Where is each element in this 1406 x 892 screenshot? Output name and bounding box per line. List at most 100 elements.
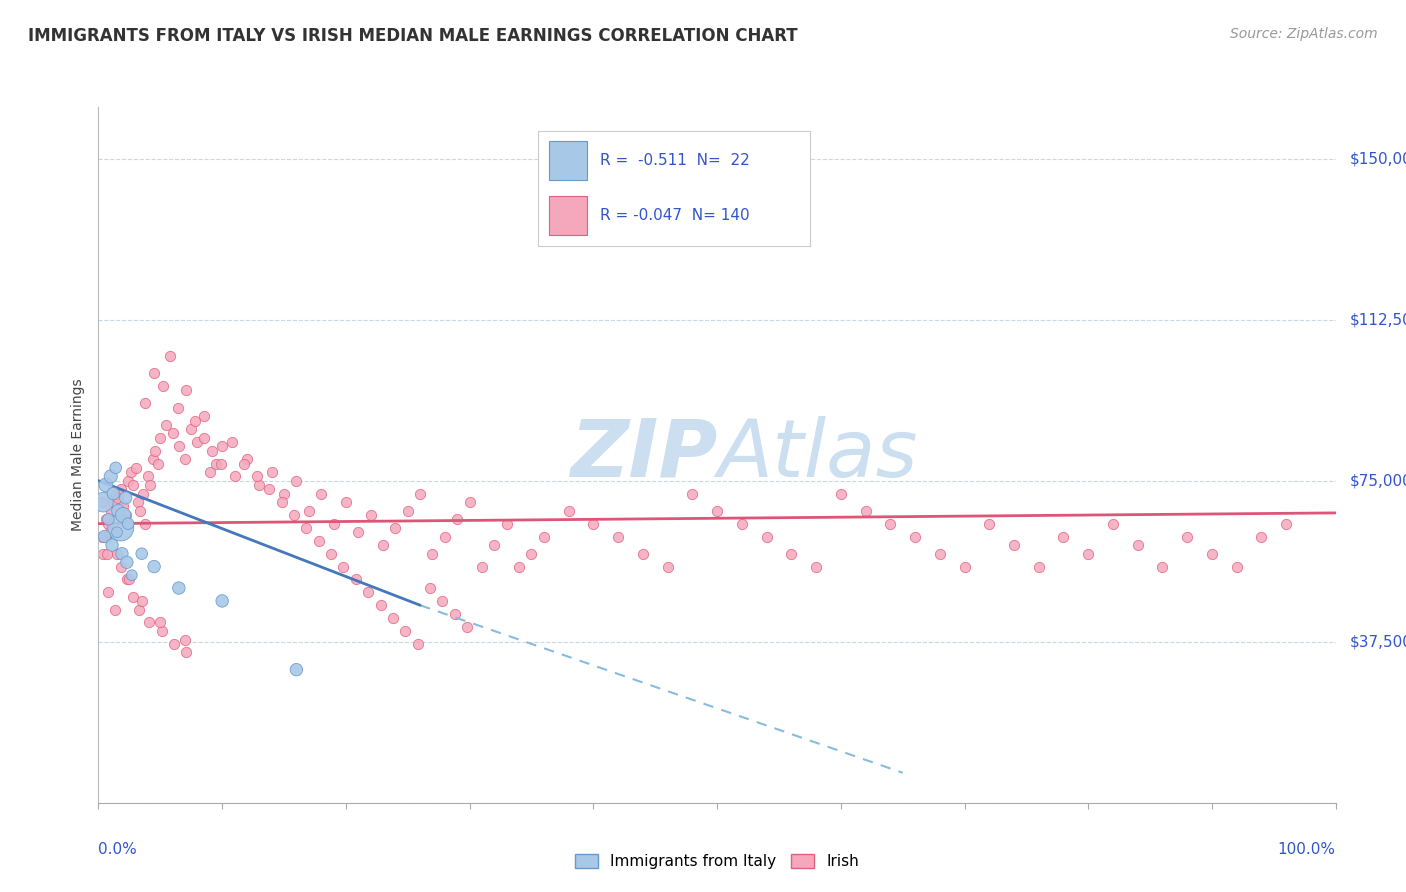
Point [149, 615, 172, 630]
Point [131, 594, 153, 608]
Point [979, 516, 1001, 531]
Point [371, 538, 394, 552]
Text: IMMIGRANTS FROM ITALY VS IRISH MEDIAN MALE EARNINGS CORRELATION CHART: IMMIGRANTS FROM ITALY VS IRISH MEDIAN MA… [28, 27, 797, 45]
Point [100, 469, 122, 483]
Point [174, 632, 197, 647]
Point [520, 547, 543, 561]
Point [93, 529, 115, 543]
Point [122, 478, 145, 492]
Point [134, 396, 156, 410]
Point [1102, 516, 1125, 531]
Point [406, 637, 429, 651]
Point [1126, 538, 1149, 552]
Legend: Immigrants from Italy, Irish: Immigrants from Italy, Irish [569, 848, 865, 875]
Point [443, 607, 465, 621]
Point [205, 457, 228, 471]
Text: Source: ZipAtlas.com: Source: ZipAtlas.com [1230, 27, 1378, 41]
Point [344, 573, 367, 587]
Point [117, 474, 139, 488]
Point [138, 615, 160, 630]
Point [124, 460, 146, 475]
Point [681, 486, 703, 500]
Point [953, 559, 976, 574]
Point [94, 478, 117, 492]
Y-axis label: Median Male Earnings: Median Male Earnings [72, 378, 86, 532]
Point [166, 401, 188, 415]
Point [1226, 559, 1249, 574]
Point [1275, 516, 1298, 531]
Point [115, 555, 138, 569]
Point [132, 486, 155, 500]
Point [93, 547, 115, 561]
Point [91, 529, 114, 543]
Point [347, 525, 370, 540]
Point [110, 559, 132, 574]
Point [257, 483, 280, 497]
Point [1028, 559, 1050, 574]
Point [1077, 547, 1099, 561]
Point [96, 547, 118, 561]
Point [162, 426, 184, 441]
Point [1002, 538, 1025, 552]
Point [246, 469, 269, 483]
Point [146, 457, 169, 471]
Point [1250, 529, 1272, 543]
Point [319, 547, 342, 561]
Point [236, 452, 259, 467]
Point [422, 547, 444, 561]
Point [142, 452, 165, 467]
Point [110, 483, 132, 497]
Point [308, 533, 330, 548]
Point [283, 508, 305, 522]
Point [104, 486, 127, 500]
Point [121, 568, 143, 582]
Point [134, 516, 156, 531]
Point [101, 538, 124, 552]
Point [163, 637, 186, 651]
Point [394, 624, 416, 638]
Text: 100.0%: 100.0% [1278, 842, 1336, 856]
Text: $37,500: $37,500 [1350, 634, 1406, 649]
Point [309, 486, 332, 500]
Point [432, 594, 454, 608]
Point [112, 500, 135, 514]
Text: $75,000: $75,000 [1350, 473, 1406, 488]
Point [149, 431, 172, 445]
Point [273, 486, 295, 500]
Point [396, 504, 419, 518]
Point [111, 547, 134, 561]
Point [110, 521, 132, 535]
Point [143, 559, 166, 574]
Point [780, 547, 803, 561]
Point [607, 529, 630, 543]
Point [557, 504, 579, 518]
Point [1201, 547, 1223, 561]
Text: $112,500: $112,500 [1350, 312, 1406, 327]
Point [928, 547, 950, 561]
Point [114, 491, 136, 505]
Point [97, 512, 120, 526]
Point [433, 529, 456, 543]
Point [94, 529, 117, 543]
Point [260, 465, 283, 479]
Point [1052, 529, 1074, 543]
Point [332, 559, 354, 574]
Point [104, 460, 127, 475]
Point [193, 431, 215, 445]
Point [118, 573, 141, 587]
Point [150, 624, 173, 638]
Point [233, 457, 256, 471]
Point [706, 504, 728, 518]
Point [381, 611, 404, 625]
Point [97, 516, 120, 531]
Point [193, 409, 215, 424]
Point [167, 581, 190, 595]
Point [174, 645, 197, 659]
Point [98, 525, 121, 540]
Point [409, 486, 432, 500]
Point [270, 495, 292, 509]
Point [143, 367, 166, 381]
Point [495, 516, 517, 531]
Point [105, 547, 128, 561]
Point [129, 504, 152, 518]
